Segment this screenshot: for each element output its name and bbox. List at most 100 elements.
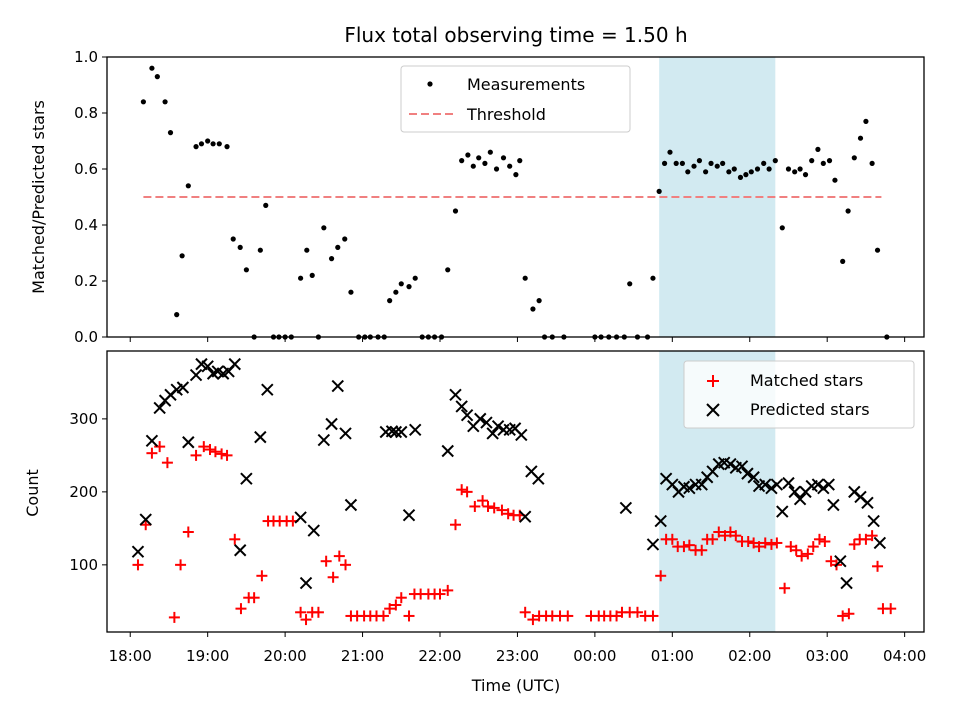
threshold-legend-label: Threshold	[466, 105, 546, 124]
matched-star-point	[248, 592, 260, 604]
measurement-point	[470, 163, 476, 169]
predicted-star-point	[861, 496, 874, 510]
measurement-point	[743, 172, 749, 178]
matched-star-point	[320, 555, 332, 567]
measurement-point	[714, 163, 720, 169]
chart-title: Flux total observing time = 1.50 h	[344, 23, 687, 47]
predicted-star-point	[261, 383, 274, 396]
measurement-point	[459, 158, 465, 164]
predicted-star-point	[460, 409, 474, 422]
measurement-point	[237, 244, 243, 250]
matched-star-point	[300, 614, 312, 626]
measurement-point	[342, 236, 348, 242]
matched-star-point	[384, 603, 396, 615]
measurement-point	[522, 275, 528, 281]
top-legend-box	[400, 65, 631, 133]
matched-star-point	[229, 533, 241, 545]
measurement-point	[476, 155, 482, 161]
matched-star-point	[713, 526, 725, 538]
predicted-star-point	[486, 427, 499, 440]
measurement-point	[754, 166, 761, 172]
matched-star-point	[696, 544, 708, 556]
measurement-point	[820, 160, 826, 166]
predicted-star-point	[811, 478, 825, 491]
top-legend: Measurements Threshold	[400, 65, 631, 133]
count-points-layer	[131, 357, 897, 626]
matched-star-point	[434, 588, 446, 600]
bottom-legend-box	[683, 360, 915, 429]
matched-star-point	[647, 610, 659, 622]
matched-star-point	[140, 519, 152, 531]
measurement-point	[298, 275, 304, 281]
measurement-point	[691, 163, 697, 169]
matched-star-point	[819, 535, 831, 547]
predicted-star-point	[409, 423, 422, 437]
measurement-point	[832, 177, 838, 183]
measurement-point	[140, 99, 146, 105]
predicted-star-point	[240, 472, 253, 485]
measurement-point	[815, 146, 821, 152]
matched-star-point	[631, 606, 643, 618]
measurement-point	[348, 289, 354, 295]
matched-star-point	[813, 533, 825, 545]
predicted-star-point	[793, 492, 807, 506]
x-tick-label: 19:00	[186, 647, 229, 665]
measurement-point	[840, 258, 846, 264]
matched-star-point	[707, 533, 719, 545]
predicted-star-point	[532, 472, 545, 485]
measurement-point	[779, 225, 785, 231]
matched-star-point	[175, 559, 187, 571]
measurement-point	[863, 118, 869, 124]
measurement-point	[309, 272, 315, 278]
matched-star-point	[221, 449, 233, 461]
measurement-point	[500, 155, 507, 161]
predicted-star-point	[201, 360, 214, 373]
measurement-point	[335, 244, 341, 250]
matched-star-point	[488, 502, 500, 514]
measurement-point	[445, 267, 451, 273]
x-tick-label: 21:00	[341, 647, 384, 665]
measurement-point	[304, 247, 310, 253]
predicted-star-point	[646, 538, 660, 551]
matched-star-point	[678, 541, 690, 553]
measurement-point	[826, 158, 833, 164]
predicted-star-point	[770, 478, 784, 491]
measurement-point	[263, 202, 269, 208]
matched-legend-marker	[707, 375, 719, 387]
predicted-star-point	[139, 513, 152, 526]
predicted-star-point	[491, 419, 505, 433]
matched-star-point	[753, 541, 765, 553]
matched-star-point	[837, 610, 849, 622]
matched-star-point	[190, 449, 202, 461]
measurement-point	[452, 208, 459, 214]
predicted-star-point	[782, 476, 795, 490]
measurement-point	[185, 183, 191, 189]
predicted-star-point	[776, 505, 789, 518]
predicted-star-point	[867, 514, 880, 528]
bottom-y-tick-label: 100	[69, 556, 98, 574]
matched-star-point	[496, 504, 508, 516]
predicted-star-point	[455, 400, 468, 413]
matched-star-point	[395, 592, 407, 604]
x-tick-label: 22:00	[418, 647, 461, 665]
measurement-point	[321, 225, 327, 231]
matched-star-point	[161, 457, 173, 469]
matched-star-point	[885, 603, 897, 615]
predicted-star-point	[480, 416, 493, 429]
predicted-star-point	[441, 444, 454, 458]
measurement-point	[174, 312, 180, 318]
measurement-point	[667, 149, 673, 155]
matched-star-point	[730, 530, 742, 542]
matched-star-point	[390, 599, 402, 611]
top-y-axis-label: Matched/Predicted stars	[29, 100, 48, 294]
predicted-star-point	[765, 482, 778, 495]
bottom-y-tick-label: 200	[69, 483, 98, 501]
measurement-point	[487, 149, 493, 155]
matched-star-point	[154, 441, 166, 453]
predicted-star-point	[449, 388, 462, 401]
measurement-point	[224, 144, 230, 150]
measurement-point	[679, 160, 685, 166]
measurement-point	[507, 163, 513, 169]
predicted-star-point	[759, 478, 772, 491]
